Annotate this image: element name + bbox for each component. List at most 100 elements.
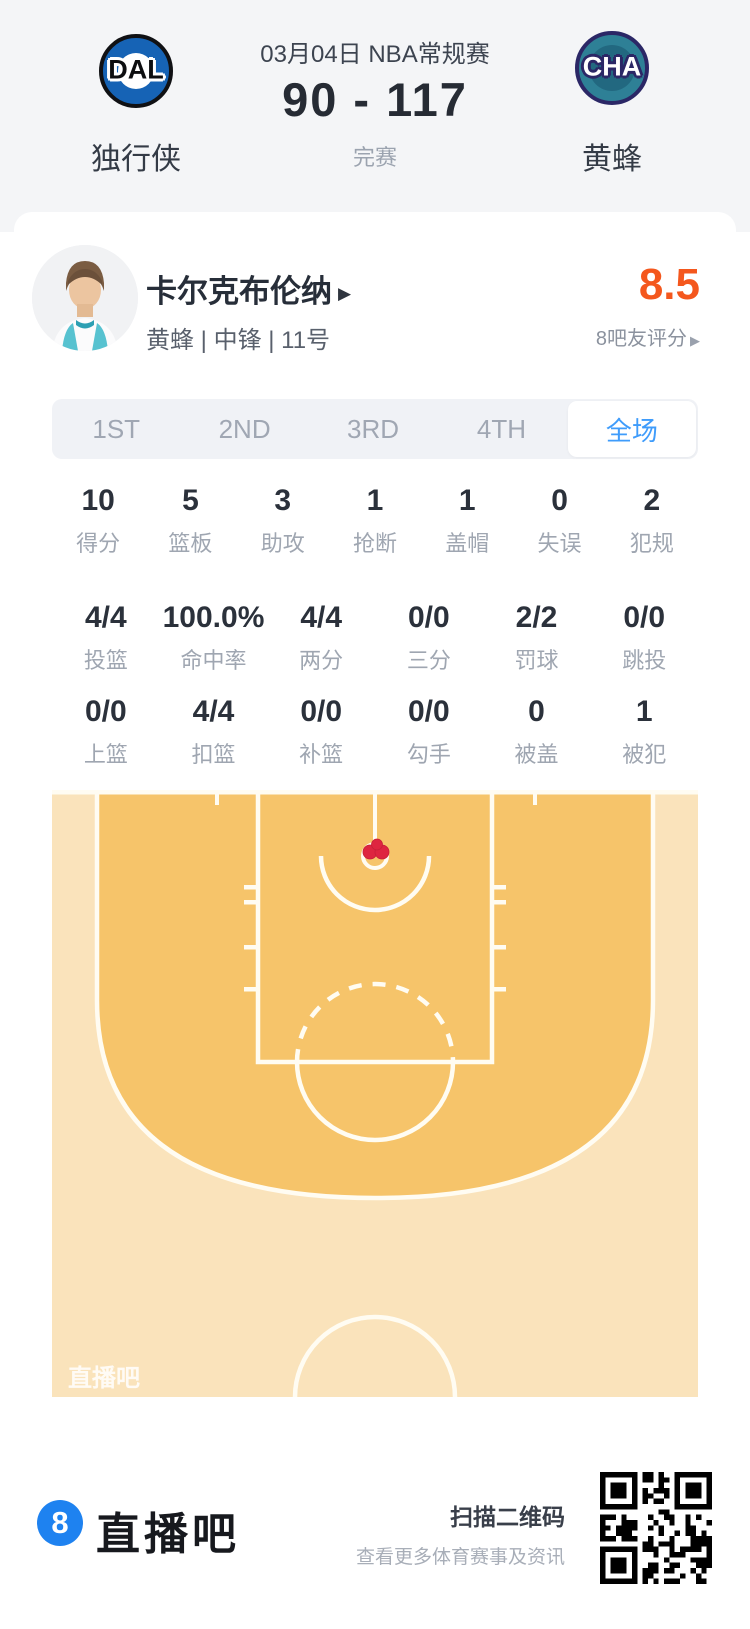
stat-盖帽: 1 盖帽 xyxy=(421,483,513,558)
stat-value: 100.0% xyxy=(162,601,265,634)
stat-label: 盖帽 xyxy=(445,531,490,556)
stat-扣篮: 4/4 扣篮 xyxy=(160,694,268,769)
stat-value: 0/0 xyxy=(300,695,343,728)
stat-row-1: 10 得分 5 篮板 3 助攻 1 抢断 1 盖帽 0 失误 2 犯规 xyxy=(52,483,698,558)
player-name-arrow-icon: ▶ xyxy=(338,284,352,303)
stat-label: 助攻 xyxy=(260,531,305,556)
stat-label: 两分 xyxy=(299,648,344,673)
home-team-abbr: DAL xyxy=(108,54,164,85)
stat-value: 4/4 xyxy=(84,601,127,634)
scoreboard-header: 03月04日 NBA常规赛 90 - 117 完赛 DAL 独行侠 CHA 黄蜂 xyxy=(0,0,750,232)
stat-补篮: 0/0 补篮 xyxy=(267,694,375,769)
stat-被犯: 1 被犯 xyxy=(590,694,698,769)
shot-marker xyxy=(371,838,383,851)
rating-arrow-icon: ▶ xyxy=(690,333,700,348)
match-status: 完赛 xyxy=(352,145,397,170)
stat-犯规: 2 犯规 xyxy=(606,483,698,558)
stat-label: 被犯 xyxy=(622,742,667,767)
stat-value: 5 xyxy=(182,484,199,517)
stat-value: 4/4 xyxy=(300,601,343,634)
stat-value: 0 xyxy=(528,695,545,728)
tab-1ST[interactable]: 1ST xyxy=(92,413,141,444)
stat-两分: 4/4 两分 xyxy=(267,600,375,675)
stat-label: 补篮 xyxy=(299,742,344,767)
stat-勾手: 0/0 勾手 xyxy=(375,694,483,769)
free-throw-circle-solid xyxy=(294,1061,456,1143)
home-team-logo: DAL xyxy=(99,34,173,108)
stat-label: 得分 xyxy=(76,531,121,556)
stat-value: 1 xyxy=(366,484,384,517)
home-team-name: 独行侠 xyxy=(91,143,181,176)
stat-value: 2/2 xyxy=(515,601,558,634)
stat-row-3: 0/0 上篮 4/4 扣篮 0/0 补篮 0/0 勾手 0 被盖 1 被犯 xyxy=(52,694,698,769)
stat-三分: 0/0 三分 xyxy=(375,600,483,675)
stat-label: 犯规 xyxy=(629,531,674,556)
stat-命中率: 100.0% 命中率 xyxy=(160,600,268,675)
shot-markers xyxy=(362,838,390,860)
stat-label: 被盖 xyxy=(514,742,559,767)
qr-title: 扫描二维码 xyxy=(450,1504,565,1530)
stat-value: 0/0 xyxy=(623,601,666,634)
stat-助攻: 3 助攻 xyxy=(237,483,329,558)
player-stat-card: 卡尔克布伦纳 ▶ 黄蜂 | 中锋 | 11号 8.5 8吧友评分 ▶ 1ST 2ND 3… xyxy=(14,212,736,1629)
tab-4TH[interactable]: 4TH xyxy=(476,413,526,444)
stat-label: 三分 xyxy=(406,648,451,673)
stat-value: 4/4 xyxy=(192,695,235,728)
brand-name: 直播吧 xyxy=(96,1510,240,1559)
stat-得分: 10 得分 xyxy=(52,483,144,558)
stat-row-2: 4/4 投篮 100.0% 命中率 4/4 两分 0/0 三分 2/2 罚球 0/0 跳投 xyxy=(52,600,698,675)
stat-抢断: 1 抢断 xyxy=(329,483,421,558)
player-meta: 黄蜂 | 中锋 | 11号 xyxy=(146,327,331,354)
court-watermark: 直播吧 xyxy=(68,1365,140,1392)
home-logo-ring xyxy=(118,53,154,89)
stat-投篮: 4/4 投篮 xyxy=(52,600,160,675)
stat-罚球: 2/2 罚球 xyxy=(483,600,591,675)
match-score: 90 - 117 xyxy=(282,73,468,126)
court-svg: 直播吧 xyxy=(52,789,698,1398)
qr-caption: 扫描二维码 查看更多体育赛事及资讯 xyxy=(356,1498,565,1569)
match-date: 03月04日 NBA常规赛 xyxy=(260,41,490,68)
stat-label: 命中率 xyxy=(180,648,247,673)
tab-全场[interactable]: 全场 xyxy=(567,401,697,457)
stat-label: 抢断 xyxy=(352,531,397,556)
tab-3RD[interactable]: 3RD xyxy=(347,413,400,444)
stat-label: 失误 xyxy=(537,531,582,556)
rating-source-label: 8吧友评分 xyxy=(595,328,687,350)
restricted-area-arc xyxy=(318,855,432,913)
quarter-tabs: 1ST 2ND 3RD 4TH 全场 xyxy=(52,399,698,459)
stat-label: 上篮 xyxy=(83,742,128,767)
rating-source-link[interactable]: 8吧友评分 ▶ xyxy=(596,322,700,351)
stat-value: 1 xyxy=(635,695,653,728)
stat-value: 1 xyxy=(458,484,476,517)
stat-失误: 0 失误 xyxy=(513,483,605,558)
stat-篮板: 5 篮板 xyxy=(144,483,236,558)
stat-value: 0/0 xyxy=(407,601,450,634)
brand-logo-icon: 8 xyxy=(37,1500,83,1546)
stat-value: 2 xyxy=(643,484,661,517)
stat-被盖: 0 被盖 xyxy=(483,694,591,769)
stat-label: 跳投 xyxy=(622,648,667,673)
tab-2ND[interactable]: 2ND xyxy=(218,413,271,444)
away-logo-ring xyxy=(589,45,635,91)
three-point-line xyxy=(94,790,656,1201)
player-rating-value: 8.5 xyxy=(638,260,700,309)
stat-上篮: 0/0 上篮 xyxy=(52,694,160,769)
player-avatar[interactable] xyxy=(32,245,138,351)
player-avatar-image xyxy=(32,245,138,351)
stat-label: 投篮 xyxy=(83,648,128,673)
qr-subtitle: 查看更多体育赛事及资讯 xyxy=(355,1547,565,1568)
stat-label: 勾手 xyxy=(406,742,451,767)
stat-跳投: 0/0 跳投 xyxy=(590,600,698,675)
stat-label: 罚球 xyxy=(514,648,559,673)
baseline xyxy=(52,790,698,795)
player-name-link[interactable]: 卡尔克布伦纳 ▶ xyxy=(146,266,351,311)
stat-value: 0/0 xyxy=(84,695,127,728)
away-team-abbr: CHA xyxy=(582,51,642,82)
player-name: 卡尔克布伦纳 xyxy=(146,274,332,309)
stat-value: 3 xyxy=(274,484,292,517)
away-team-name: 黄蜂 xyxy=(582,143,642,176)
stat-label: 扣篮 xyxy=(191,742,236,767)
shot-chart-court: 直播吧 xyxy=(52,789,698,1398)
lane-hash-marks xyxy=(52,790,698,992)
